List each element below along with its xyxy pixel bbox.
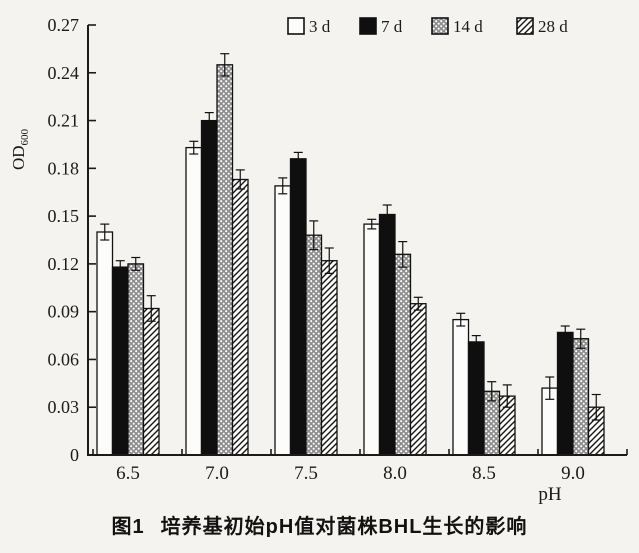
figure-caption-title: 培养基初始pH值对菌株BHL生长的影响 xyxy=(160,516,528,538)
error-bar xyxy=(324,247,334,274)
bar-28d-ph6.5 xyxy=(142,307,160,456)
bar-7d-ph6.5 xyxy=(111,266,129,456)
bar-7d-ph8.5 xyxy=(467,341,485,456)
y-tick-label: 0.24 xyxy=(48,63,80,83)
error-bar xyxy=(545,376,555,400)
x-tick-label: 9.0 xyxy=(561,463,585,484)
y-tick-label: 0 xyxy=(70,445,79,465)
figure-caption-label: 图1 xyxy=(111,516,145,538)
bar-7d-ph7.5 xyxy=(289,158,307,456)
legend-swatch-3d xyxy=(287,17,305,35)
y-tick-label: 0.06 xyxy=(48,349,80,369)
y-tick-label: 0.18 xyxy=(48,158,80,178)
bar-3d-ph8.0 xyxy=(363,223,381,456)
bar-3d-ph7.0 xyxy=(185,146,203,456)
bar-14d-ph7.5 xyxy=(305,234,323,456)
bar-7d-ph8.0 xyxy=(378,213,396,456)
y-tick-label: 0.12 xyxy=(48,254,80,274)
error-bar xyxy=(115,260,125,274)
error-bar xyxy=(560,325,570,340)
legend-label-3d: 3 d xyxy=(309,17,331,36)
legend-label-7d: 7 d xyxy=(381,17,403,36)
y-axis-title: OD600 xyxy=(9,128,31,170)
x-tick-label: 7.5 xyxy=(294,463,318,484)
legend-swatch-28d xyxy=(516,17,534,35)
bar-14d-ph8.0 xyxy=(394,253,412,456)
error-bar xyxy=(131,256,141,271)
bar-7d-ph9.0 xyxy=(556,331,574,456)
y-axis-title-subscript: 600 xyxy=(19,128,31,145)
legend-label-14d: 14 d xyxy=(453,17,483,36)
error-bar xyxy=(204,111,214,130)
bar-28d-ph8.0 xyxy=(409,303,427,456)
bar-28d-ph7.0 xyxy=(231,178,249,456)
error-bar xyxy=(576,328,586,349)
error-bar xyxy=(382,204,392,225)
error-bar xyxy=(413,296,423,311)
error-bar xyxy=(309,220,319,251)
bar-14d-ph9.0 xyxy=(572,338,590,456)
error-bar xyxy=(456,312,466,327)
y-tick-label: 0.09 xyxy=(48,302,80,322)
bar-7d-ph7.0 xyxy=(200,119,218,456)
bar-chart: 0 0.03 0.06 0.09 0.12 0.15 0.18 0.21 0.24 0.27 6.5… xyxy=(9,15,628,505)
legend-label-28d: 28 d xyxy=(538,17,568,36)
bar-14d-ph7.0 xyxy=(216,64,234,456)
error-bar xyxy=(591,393,601,421)
error-bar xyxy=(487,381,497,402)
error-bar xyxy=(502,384,512,408)
y-tick-label: 0.27 xyxy=(48,15,80,35)
error-bar xyxy=(146,295,156,322)
bar-3d-ph6.5 xyxy=(96,231,114,456)
x-axis-title: pH xyxy=(538,484,562,505)
axes xyxy=(87,25,627,456)
error-bar xyxy=(471,335,481,349)
chart-legend: 3 d 7 d 14 d 28 d xyxy=(287,17,568,36)
bar-14d-ph6.5 xyxy=(127,263,145,456)
error-bar xyxy=(278,177,288,195)
plot-area: 0 0.03 0.06 0.09 0.12 0.15 0.18 0.21 0.24 0.27 6.5… xyxy=(48,15,628,484)
figure-caption: 图1 培养基初始pH值对菌株BHL生长的影响 xyxy=(0,513,639,541)
x-tick-label: 7.0 xyxy=(205,463,229,484)
error-bar xyxy=(293,151,303,166)
error-bar xyxy=(100,223,110,241)
error-bar xyxy=(220,53,230,77)
error-bar xyxy=(398,241,408,268)
x-tick-label: 8.5 xyxy=(472,463,496,484)
bar-3d-ph8.5 xyxy=(452,318,470,456)
legend-swatch-14d xyxy=(431,17,449,35)
bar-3d-ph7.5 xyxy=(274,185,292,456)
x-tick-label: 6.5 xyxy=(116,463,140,484)
y-axis-title-main: OD xyxy=(9,145,28,170)
x-tick-label: 8.0 xyxy=(383,463,407,484)
y-tick-label: 0.15 xyxy=(48,206,80,226)
error-bar xyxy=(189,140,199,155)
error-bar xyxy=(367,218,377,230)
bar-28d-ph7.5 xyxy=(320,260,338,456)
y-tick-label: 0.21 xyxy=(48,111,80,131)
y-tick-label: 0.03 xyxy=(48,397,80,417)
legend-swatch-7d xyxy=(359,17,377,35)
error-bar xyxy=(235,169,245,190)
